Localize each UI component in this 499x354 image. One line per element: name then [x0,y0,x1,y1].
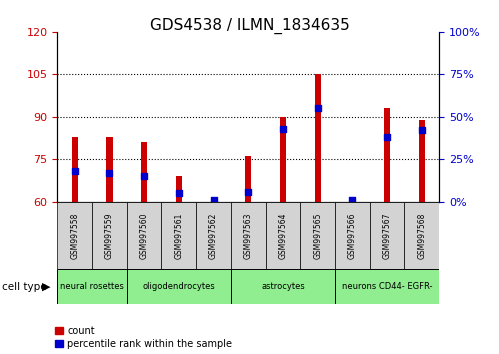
Text: GSM997563: GSM997563 [244,212,253,259]
Point [105,170,113,176]
Text: neurons CD44- EGFR-: neurons CD44- EGFR- [342,282,432,291]
Bar [265,202,300,269]
Point [175,190,183,196]
Text: neural rosettes: neural rosettes [60,282,124,291]
Bar [196,202,231,269]
Text: GSM997559: GSM997559 [105,212,114,259]
Text: GSM997565: GSM997565 [313,212,322,259]
Bar [231,269,335,304]
Point [244,189,252,194]
Bar [404,202,439,269]
Bar [335,202,370,269]
Text: GSM997567: GSM997567 [383,212,392,259]
Bar [57,269,127,304]
Point [383,135,391,140]
Bar [245,156,251,202]
Point [210,197,218,203]
Bar [176,176,182,202]
Bar [300,202,335,269]
Text: GDS4538 / ILMN_1834635: GDS4538 / ILMN_1834635 [150,18,349,34]
Text: ▶: ▶ [41,282,50,292]
Bar [92,202,127,269]
Text: GSM997564: GSM997564 [278,212,287,259]
Text: GSM997566: GSM997566 [348,212,357,259]
Bar [141,142,147,202]
Point [71,169,79,174]
Text: GSM997562: GSM997562 [209,212,218,259]
Bar [314,74,321,202]
Point [348,197,356,203]
Point [140,173,148,179]
Bar [231,202,265,269]
Bar [162,202,196,269]
Bar [127,202,162,269]
Bar [72,137,78,202]
Point [418,127,426,133]
Text: GSM997560: GSM997560 [140,212,149,259]
Bar [335,269,439,304]
Bar [419,120,425,202]
Bar [127,269,231,304]
Text: GSM997568: GSM997568 [417,212,426,259]
Text: cell type: cell type [2,282,47,292]
Text: GSM997558: GSM997558 [70,212,79,259]
Bar [106,137,113,202]
Bar [384,108,390,202]
Text: GSM997561: GSM997561 [174,212,183,259]
Bar [57,202,92,269]
Bar [280,117,286,202]
Bar [370,202,404,269]
Text: astrocytes: astrocytes [261,282,305,291]
Legend: count, percentile rank within the sample: count, percentile rank within the sample [55,326,233,349]
Point [279,126,287,132]
Point [314,105,322,111]
Text: oligodendrocytes: oligodendrocytes [143,282,215,291]
